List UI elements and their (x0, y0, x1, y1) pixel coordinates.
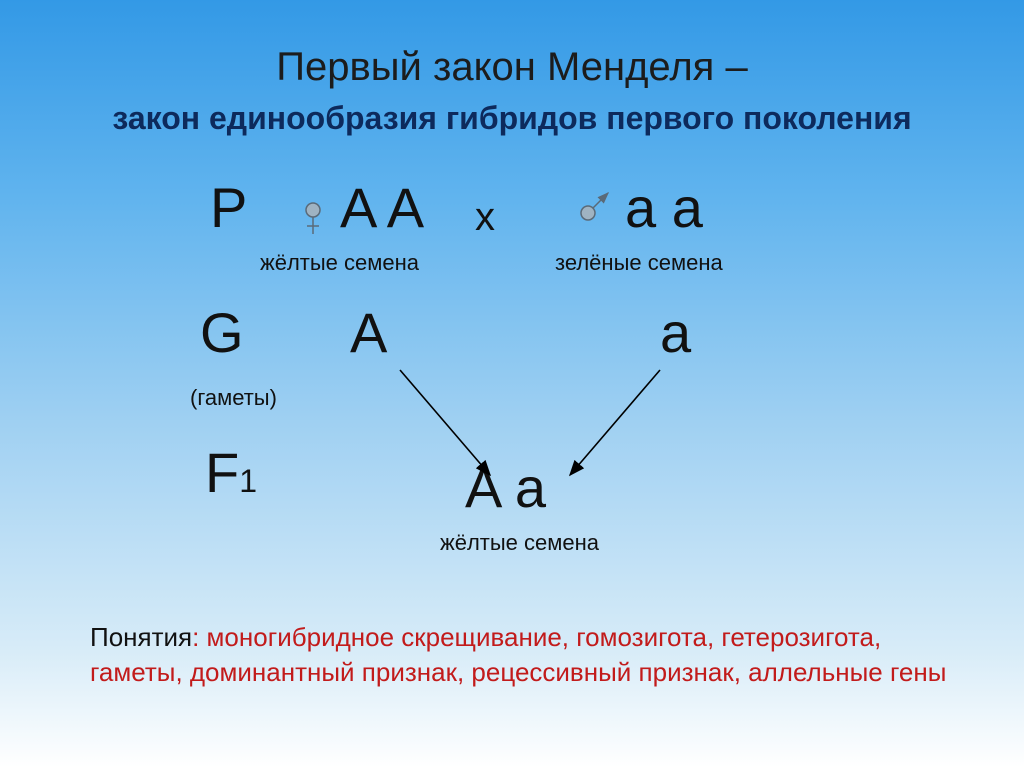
slide: Первый закон Менделя – закон единообрази… (0, 0, 1024, 767)
male-caption: зелёные семена (555, 250, 723, 276)
label-P: P (210, 175, 247, 240)
gamete-left: A (350, 300, 387, 365)
offspring-caption: жёлтые семена (440, 530, 599, 556)
F1-letter: F (205, 441, 239, 504)
female-symbol-icon (306, 203, 320, 234)
slide-title: Первый закон Менделя – (0, 45, 1024, 90)
offspring-genotype: A a (465, 455, 546, 520)
concepts-label: Понятия (90, 622, 192, 652)
F1-sub: 1 (239, 463, 257, 499)
arrow-right (570, 370, 660, 475)
gametes-note: (гаметы) (190, 385, 277, 411)
label-G: G (200, 300, 244, 365)
concepts-block: Понятия: моногибридное скрещивание, гомо… (90, 620, 950, 690)
slide-subtitle: закон единообразия гибридов первого поко… (0, 100, 1024, 137)
concepts-text: : моногибридное скрещивание, гомозигота,… (90, 622, 946, 687)
cross-symbol: х (475, 195, 495, 240)
male-genotype: a a (625, 175, 703, 240)
label-F1: F1 (205, 440, 257, 505)
female-genotype: A A (340, 175, 424, 240)
female-caption: жёлтые семена (260, 250, 419, 276)
male-symbol-icon (581, 193, 608, 220)
gamete-right: a (660, 300, 691, 365)
